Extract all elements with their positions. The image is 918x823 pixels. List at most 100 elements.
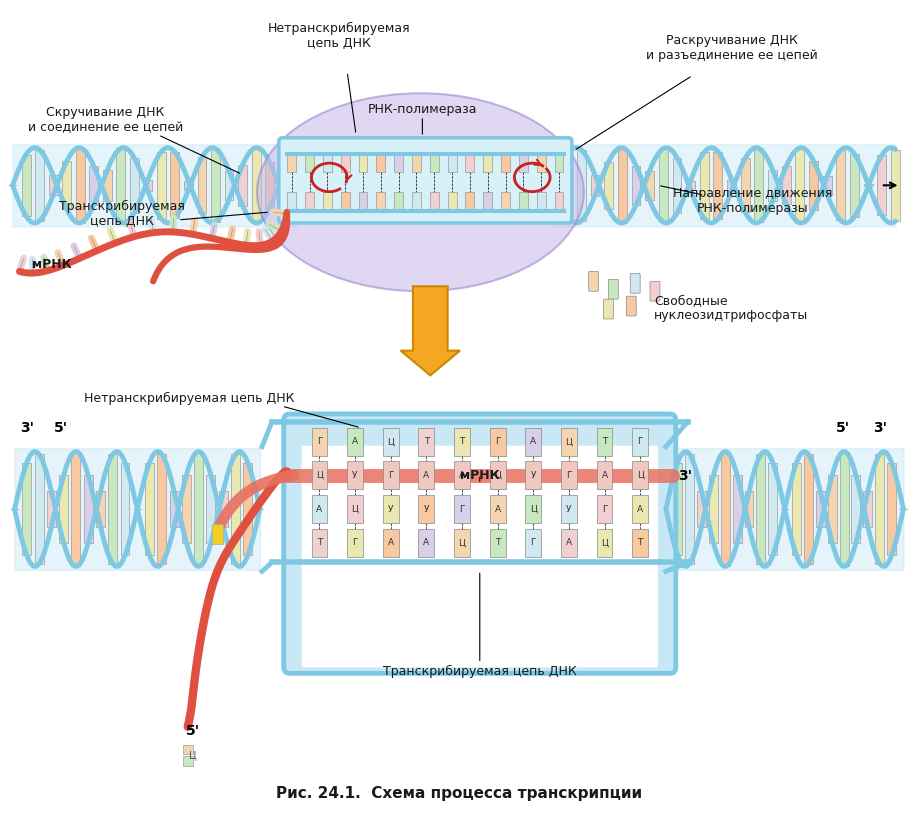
Bar xyxy=(537,193,545,212)
Bar xyxy=(501,152,510,173)
Bar xyxy=(197,157,207,213)
Text: Т: Т xyxy=(459,437,465,446)
Text: У: У xyxy=(388,504,394,514)
Bar xyxy=(561,495,577,523)
Bar xyxy=(238,165,247,206)
Bar xyxy=(311,495,328,523)
Text: Ц: Ц xyxy=(189,751,196,760)
Bar xyxy=(804,454,812,564)
Bar xyxy=(183,745,193,755)
Bar xyxy=(412,152,420,173)
Bar xyxy=(311,428,328,456)
Bar xyxy=(22,463,31,556)
Text: А: А xyxy=(601,471,608,480)
Bar xyxy=(489,428,506,456)
Bar xyxy=(597,462,612,489)
Text: Г: Г xyxy=(459,504,465,514)
Bar xyxy=(183,756,193,766)
Bar xyxy=(359,152,367,173)
Text: Г: Г xyxy=(531,538,536,547)
Text: Т: Т xyxy=(317,538,322,547)
Text: РНК-полимераза: РНК-полимераза xyxy=(367,103,477,116)
Text: Г: Г xyxy=(353,538,358,547)
Bar xyxy=(577,150,586,221)
Text: Т: Т xyxy=(637,538,643,547)
Bar xyxy=(561,462,577,489)
Bar xyxy=(733,475,742,542)
Text: Ц: Ц xyxy=(316,471,323,480)
Text: Т: Т xyxy=(495,538,500,547)
Bar xyxy=(454,428,470,456)
Text: Ц: Ц xyxy=(601,538,608,547)
Text: 5': 5' xyxy=(185,723,200,737)
FancyBboxPatch shape xyxy=(650,281,660,301)
Bar xyxy=(96,491,105,527)
Bar xyxy=(727,179,736,191)
Bar xyxy=(891,150,900,221)
Bar xyxy=(347,529,363,556)
Text: Ц: Ц xyxy=(530,504,537,514)
Bar xyxy=(632,165,641,205)
Bar xyxy=(673,157,681,213)
Ellipse shape xyxy=(257,93,584,291)
FancyBboxPatch shape xyxy=(302,445,658,667)
Text: А: А xyxy=(637,504,644,514)
Bar xyxy=(554,193,564,212)
Text: Ц: Ц xyxy=(494,471,501,480)
Bar xyxy=(143,179,152,191)
Bar xyxy=(22,155,30,216)
Bar xyxy=(157,454,166,564)
Bar xyxy=(394,193,403,212)
Bar xyxy=(501,193,510,212)
Bar xyxy=(768,463,778,556)
Bar xyxy=(305,152,314,173)
Bar xyxy=(171,152,179,218)
Bar xyxy=(195,452,203,566)
Bar xyxy=(84,475,93,542)
Bar xyxy=(383,462,398,489)
Text: Т: Т xyxy=(602,437,607,446)
Bar xyxy=(72,452,81,566)
Text: Г: Г xyxy=(317,437,322,446)
FancyBboxPatch shape xyxy=(284,414,676,673)
Bar xyxy=(287,152,297,173)
Bar xyxy=(311,462,328,489)
Bar xyxy=(852,475,860,542)
Bar xyxy=(430,193,439,212)
Bar xyxy=(225,171,233,200)
Bar xyxy=(419,462,434,489)
Text: А: А xyxy=(565,538,572,547)
Bar xyxy=(454,529,470,556)
Bar xyxy=(618,148,627,223)
Bar xyxy=(863,491,872,527)
Bar xyxy=(347,462,363,489)
Bar xyxy=(252,148,261,223)
Bar xyxy=(659,149,667,222)
Text: Г: Г xyxy=(566,471,572,480)
Bar xyxy=(597,428,612,456)
Text: А: А xyxy=(387,538,394,547)
Text: Г: Г xyxy=(495,437,500,446)
Bar xyxy=(597,495,612,523)
Bar xyxy=(525,529,541,556)
Bar xyxy=(145,463,154,556)
Bar xyxy=(836,150,845,221)
Bar xyxy=(489,462,506,489)
Text: А: А xyxy=(459,471,465,480)
Bar xyxy=(685,454,694,564)
Bar xyxy=(525,462,541,489)
Text: У: У xyxy=(353,471,358,480)
Bar xyxy=(59,475,68,542)
Text: А: А xyxy=(495,504,500,514)
Text: Г: Г xyxy=(602,504,608,514)
Text: Раскручивание ДНК
и разъединение ее цепей: Раскручивание ДНК и разъединение ее цепе… xyxy=(646,34,818,62)
Text: 3': 3' xyxy=(873,421,887,435)
FancyBboxPatch shape xyxy=(609,279,619,299)
Bar xyxy=(243,463,252,556)
Bar xyxy=(483,193,492,212)
Bar xyxy=(305,193,314,212)
Bar xyxy=(816,491,824,527)
Text: 5': 5' xyxy=(54,421,68,435)
Bar xyxy=(755,148,764,222)
Text: Транскрибируемая цепь ДНК: Транскрибируемая цепь ДНК xyxy=(383,666,577,678)
